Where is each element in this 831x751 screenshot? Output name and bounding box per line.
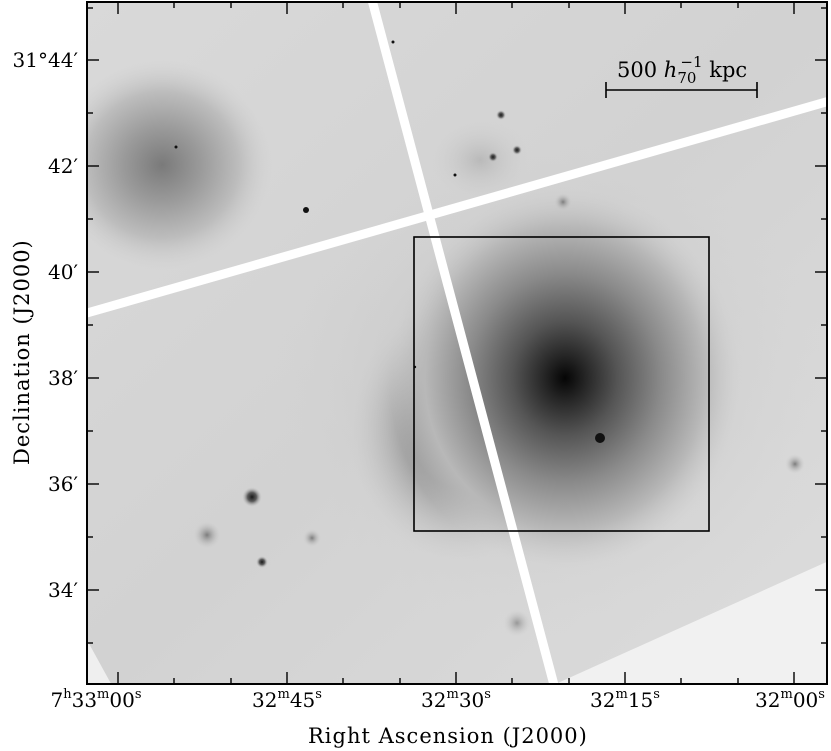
y-axis-title: Declination (J2000): [10, 239, 34, 465]
x-tick-label: 32m45s: [252, 688, 322, 712]
x-tick-part: 7: [50, 688, 64, 712]
x-tick-label: 7h33m00s: [50, 688, 141, 712]
image-field: [87, 2, 827, 684]
x-tick-part: s: [484, 687, 491, 702]
x-tick-part: s: [134, 687, 142, 702]
x-axis-title: Right Ascension (J2000): [308, 724, 588, 748]
x-tick-part: 32: [252, 688, 278, 712]
scale-bar-exponent: −1: [680, 53, 703, 71]
y-tick-label: 36′: [48, 472, 78, 496]
y-tick-label: 38′: [48, 366, 78, 390]
x-tick-part: m: [277, 687, 290, 702]
y-tick-label: 31°44′: [12, 48, 78, 72]
scale-bar-label: 500 h70−1 kpc: [617, 55, 748, 88]
scale-bar-value: 500: [617, 58, 658, 82]
scale-bar-subscript: 70: [677, 69, 697, 87]
x-tick-part: 32: [421, 688, 447, 712]
plot-frame: [86, 1, 828, 685]
main-cluster-emission: [390, 188, 740, 568]
y-tick-label: 42′: [48, 154, 78, 178]
axis-ticks: [87, 2, 827, 684]
scale-bar-symbol: h: [663, 58, 678, 82]
y-tick-label: 40′: [48, 260, 78, 284]
x-tick-part: 33: [71, 688, 98, 712]
x-tick-part: 30: [458, 688, 485, 712]
x-tick-part: m: [446, 687, 459, 702]
chip-gap-stripe: [87, 97, 827, 318]
x-tick-part: m: [780, 687, 793, 702]
x-tick-part: s: [818, 687, 825, 702]
scale-bar-unit: kpc: [709, 58, 748, 82]
diffuse-source-northwest: [87, 60, 272, 270]
x-tick-part: 45: [289, 688, 316, 712]
x-tick-part: 32: [755, 688, 781, 712]
x-tick-part: 15: [627, 688, 654, 712]
x-tick-part: 32: [590, 688, 616, 712]
x-tick-part: 00: [109, 688, 135, 712]
point-sources: [174, 40, 805, 637]
x-tick-label: 32m30s: [421, 688, 491, 712]
y-tick-label: 34′: [48, 578, 78, 602]
x-tick-label: 32m15s: [590, 688, 660, 712]
chip-gap-stripe: [367, 2, 559, 684]
x-tick-part: m: [615, 687, 628, 702]
x-tick-part: s: [315, 687, 322, 702]
x-tick-part: 00: [792, 688, 819, 712]
region-box: [413, 236, 710, 532]
x-tick-part: s: [653, 687, 660, 702]
scale-bar: [605, 82, 758, 98]
x-tick-part: m: [97, 687, 110, 702]
x-tick-part: h: [63, 687, 72, 702]
x-tick-label: 32m00s: [755, 688, 825, 712]
